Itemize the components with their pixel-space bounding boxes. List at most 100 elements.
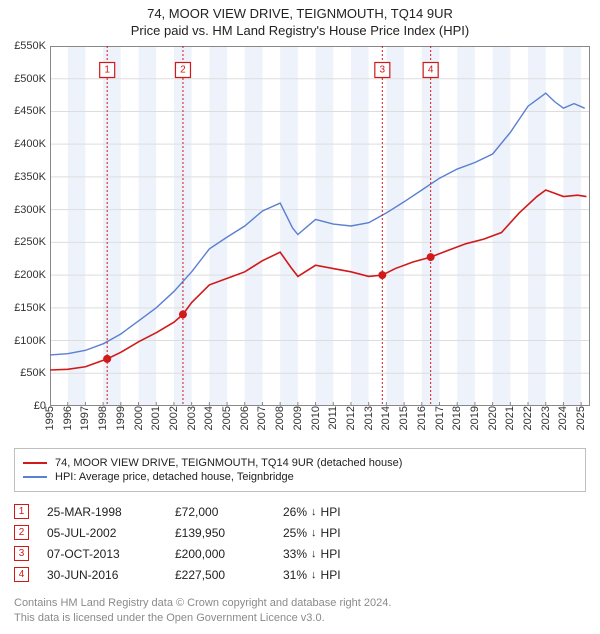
sale-marker-number: 1	[104, 65, 110, 76]
x-tick-label: 2005	[221, 406, 233, 430]
x-tick-label: 2000	[133, 406, 145, 430]
sale-delta-suffix: HPI	[321, 547, 341, 561]
sales-table: 1 25-MAR-1998 £72,000 26% ↓ HPI 2 05-JUL-2002 £1…	[14, 504, 586, 582]
title-subtitle: Price paid vs. HM Land Registry's House …	[0, 23, 600, 38]
sale-row: 3 07-OCT-2013 £200,000 33% ↓ HPI	[14, 546, 586, 561]
x-tick-label: 2018	[451, 406, 463, 430]
sale-dot	[103, 355, 111, 363]
sale-marker-icon: 1	[14, 504, 29, 519]
title-address: 74, MOOR VIEW DRIVE, TEIGNMOUTH, TQ14 9U…	[0, 6, 600, 21]
sale-row: 2 05-JUL-2002 £139,950 25% ↓ HPI	[14, 525, 586, 540]
sale-date: 05-JUL-2002	[47, 526, 157, 540]
sale-date: 30-JUN-2016	[47, 568, 157, 582]
sale-delta: 26% ↓ HPI	[283, 505, 341, 519]
x-tick-label: 2008	[274, 406, 286, 430]
x-tick-label: 2014	[380, 406, 392, 430]
sale-delta: 25% ↓ HPI	[283, 526, 341, 540]
sale-date: 25-MAR-1998	[47, 505, 157, 519]
sale-price: £200,000	[175, 547, 265, 561]
x-tick-label: 2025	[575, 406, 587, 430]
sale-marker-icon: 4	[14, 567, 29, 582]
x-tick-label: 1997	[79, 406, 91, 430]
sale-dot	[179, 310, 187, 318]
x-tick-label: 2015	[398, 406, 410, 430]
sale-marker-icon: 3	[14, 546, 29, 561]
x-tick-label: 2017	[434, 406, 446, 430]
sale-dot	[427, 253, 435, 261]
plot-area: 1234 £0£50K£100K£150K£200K£250K£300K£350…	[50, 46, 590, 406]
arrow-down-icon: ↓	[311, 569, 317, 581]
x-tick-label: 2001	[150, 406, 162, 430]
attribution-line1: Contains HM Land Registry data © Crown c…	[14, 596, 586, 611]
sale-price: £72,000	[175, 505, 265, 519]
sale-delta-suffix: HPI	[321, 505, 341, 519]
sale-delta-suffix: HPI	[321, 526, 341, 540]
legend: 74, MOOR VIEW DRIVE, TEIGNMOUTH, TQ14 9U…	[14, 448, 586, 492]
x-tick-label: 2004	[203, 406, 215, 430]
sale-dot	[378, 271, 386, 279]
chart-svg: 1 2 3 4	[50, 46, 590, 406]
y-tick-label: £200K	[14, 269, 46, 281]
titles: 74, MOOR VIEW DRIVE, TEIGNMOUTH, TQ14 9U…	[0, 0, 600, 38]
y-tick-label: £550K	[14, 40, 46, 52]
y-tick-label: £350K	[14, 171, 46, 183]
arrow-down-icon: ↓	[311, 548, 317, 560]
legend-row-subject: 74, MOOR VIEW DRIVE, TEIGNMOUTH, TQ14 9U…	[23, 457, 577, 469]
x-tick-label: 2021	[504, 406, 516, 430]
x-tick-label: 1995	[44, 406, 56, 430]
sale-delta: 31% ↓ HPI	[283, 568, 341, 582]
x-tick-label: 2022	[522, 406, 534, 430]
y-tick-label: £500K	[14, 73, 46, 85]
legend-label-subject: 74, MOOR VIEW DRIVE, TEIGNMOUTH, TQ14 9U…	[55, 457, 402, 469]
y-tick-label: £100K	[14, 335, 46, 347]
x-tick-label: 1998	[97, 406, 109, 430]
sale-marker-number: 3	[380, 65, 386, 76]
sale-row: 4 30-JUN-2016 £227,500 31% ↓ HPI	[14, 567, 586, 582]
x-axis-labels: 1995199619971998199920002001200220032004…	[50, 406, 590, 442]
legend-swatch-subject	[23, 462, 47, 464]
x-tick-label: 1999	[115, 406, 127, 430]
attribution-line2: This data is licensed under the Open Gov…	[14, 611, 586, 626]
x-tick-label: 2024	[557, 406, 569, 430]
y-tick-label: £300K	[14, 204, 46, 216]
legend-row-hpi: HPI: Average price, detached house, Teig…	[23, 471, 577, 483]
sale-date: 07-OCT-2013	[47, 547, 157, 561]
sale-marker-icon: 2	[14, 525, 29, 540]
x-tick-label: 2010	[310, 406, 322, 430]
x-tick-label: 2009	[292, 406, 304, 430]
x-tick-label: 2020	[487, 406, 499, 430]
sale-delta-pct: 25%	[283, 526, 307, 540]
x-tick-label: 2011	[327, 406, 339, 430]
arrow-down-icon: ↓	[311, 506, 317, 518]
x-tick-label: 2012	[345, 406, 357, 430]
x-tick-label: 2016	[416, 406, 428, 430]
legend-swatch-hpi	[23, 476, 47, 478]
chart-container: 74, MOOR VIEW DRIVE, TEIGNMOUTH, TQ14 9U…	[0, 0, 600, 626]
x-tick-label: 2003	[186, 406, 198, 430]
x-tick-label: 2007	[256, 406, 268, 430]
y-tick-label: £250K	[14, 236, 46, 248]
x-tick-label: 2023	[540, 406, 552, 430]
x-tick-label: 2002	[168, 406, 180, 430]
sale-price: £139,950	[175, 526, 265, 540]
y-tick-label: £150K	[14, 302, 46, 314]
y-tick-label: £50K	[20, 367, 46, 379]
sale-row: 1 25-MAR-1998 £72,000 26% ↓ HPI	[14, 504, 586, 519]
legend-label-hpi: HPI: Average price, detached house, Teig…	[55, 471, 294, 483]
x-tick-label: 2019	[469, 406, 481, 430]
sale-delta-pct: 26%	[283, 505, 307, 519]
sale-marker-number: 2	[180, 65, 186, 76]
y-tick-label: £400K	[14, 138, 46, 150]
sale-delta-pct: 33%	[283, 547, 307, 561]
y-tick-label: £450K	[14, 105, 46, 117]
attribution: Contains HM Land Registry data © Crown c…	[14, 596, 586, 626]
sale-delta: 33% ↓ HPI	[283, 547, 341, 561]
sale-delta-pct: 31%	[283, 568, 307, 582]
sale-marker-number: 4	[428, 65, 434, 76]
arrow-down-icon: ↓	[311, 527, 317, 539]
sale-price: £227,500	[175, 568, 265, 582]
x-tick-label: 2013	[363, 406, 375, 430]
sale-delta-suffix: HPI	[321, 568, 341, 582]
x-tick-label: 2006	[239, 406, 251, 430]
x-tick-label: 1996	[62, 406, 74, 430]
